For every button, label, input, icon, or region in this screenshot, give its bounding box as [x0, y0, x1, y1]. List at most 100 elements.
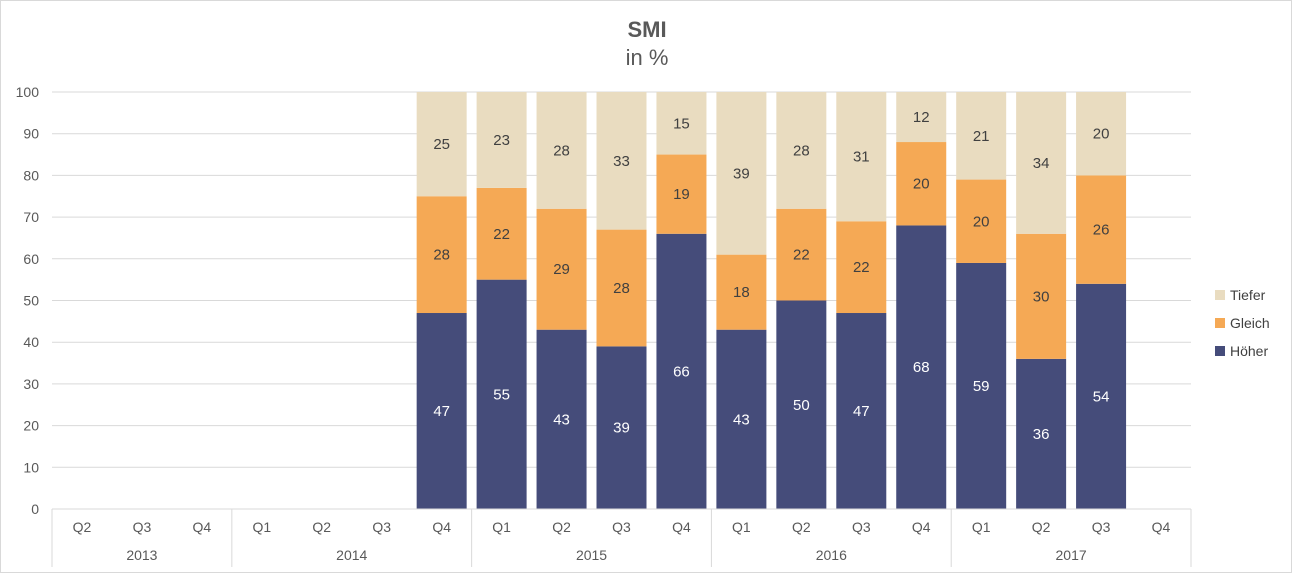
- bar-segment-tiefer: [596, 92, 647, 230]
- data-label: 43: [553, 411, 570, 428]
- data-label: 55: [493, 386, 510, 403]
- data-label: 28: [553, 142, 570, 159]
- y-tick-label: 60: [23, 251, 39, 267]
- bar-segment-gleich: [656, 154, 707, 234]
- bar-segment-hher: [1076, 283, 1127, 509]
- bar-segment-tiefer: [656, 92, 707, 155]
- x-tick-label: Q1: [252, 519, 271, 535]
- bar-segment-gleich: [896, 142, 947, 226]
- data-label: 23: [493, 132, 510, 149]
- bar-segment-hher: [416, 313, 467, 509]
- data-label: 28: [793, 142, 810, 159]
- data-label: 59: [973, 378, 990, 395]
- x-tick-label: Q3: [372, 519, 391, 535]
- x-axis: Q2 Q3 Q4 Q1 Q2 Q3 Q4 Q1 Q2 Q3 Q4 Q1 Q2 Q3 Q4 Q1 Q2 Q3 Q4 20…: [51, 508, 1192, 567]
- bar-segment-gleich: [776, 208, 827, 301]
- x-tick-label: Q2: [312, 519, 331, 535]
- data-label: 66: [673, 363, 690, 380]
- x-tick-label: Q3: [133, 519, 152, 535]
- bar-segment-tiefer: [956, 92, 1007, 180]
- data-label: 22: [793, 247, 810, 264]
- bar-segment-tiefer: [1016, 92, 1067, 234]
- x-tick-label: Q3: [612, 519, 631, 535]
- bar-segment-gleich: [716, 254, 767, 330]
- y-tick-label: 0: [31, 501, 39, 517]
- bar-segment-hher: [896, 225, 947, 509]
- data-label: 25: [433, 136, 450, 153]
- y-tick-label: 20: [23, 418, 39, 434]
- x-tick-label: Q2: [1032, 519, 1051, 535]
- data-label: 22: [853, 259, 870, 276]
- x-group-label: 2013: [126, 547, 157, 563]
- bar-segment-hher: [536, 329, 587, 509]
- x-tick-label: Q1: [732, 519, 751, 535]
- bar-segment-gleich: [476, 187, 527, 280]
- data-label: 36: [1033, 426, 1050, 443]
- data-label: 47: [433, 403, 450, 420]
- bar-segment-tiefer: [476, 92, 527, 188]
- bar-segment-tiefer: [776, 92, 827, 209]
- y-tick-label: 70: [23, 209, 39, 225]
- data-label: 34: [1033, 155, 1050, 172]
- bar-segment-tiefer: [896, 92, 947, 143]
- bar-segment-tiefer: [1076, 92, 1127, 176]
- data-label: 19: [673, 186, 690, 203]
- bar-segment-hher: [836, 313, 887, 509]
- data-label: 33: [613, 153, 630, 170]
- data-label: 28: [613, 280, 630, 297]
- bar-segment-tiefer: [836, 92, 887, 222]
- bars: 47 28 25 55 22 23 43 29 28 39 28 33 66 19 15 43 18 39 50 22…: [416, 92, 1127, 509]
- chart-title: SMI: [627, 17, 666, 42]
- data-label: 39: [733, 165, 750, 182]
- data-label: 29: [553, 261, 570, 278]
- x-tick-label: Q4: [1152, 519, 1171, 535]
- y-tick-label: 100: [16, 84, 40, 100]
- x-tick-label: Q4: [193, 519, 212, 535]
- bar-segment-gleich: [1076, 175, 1127, 284]
- y-tick-label: 40: [23, 334, 39, 350]
- bar-segment-hher: [956, 262, 1007, 509]
- bar-segment-tiefer: [416, 92, 467, 197]
- legend-swatch: [1215, 290, 1225, 300]
- data-label: 30: [1033, 288, 1050, 305]
- x-group-label: 2014: [336, 547, 367, 563]
- y-axis-ticks: 0 10 20 30 40 50 60 70 80 90 100: [16, 84, 40, 517]
- bar-segment-hher: [596, 346, 647, 509]
- legend-swatch: [1215, 318, 1225, 328]
- x-tick-label: Q3: [1092, 519, 1111, 535]
- bar-segment-gleich: [536, 208, 587, 330]
- x-tick-label: Q2: [73, 519, 92, 535]
- bar-segment-hher: [776, 300, 827, 509]
- x-tick-label: Q4: [432, 519, 451, 535]
- x-group-label: 2016: [816, 547, 847, 563]
- bar-segment-gleich: [956, 179, 1007, 263]
- legend: Tiefer Gleich Höher: [1215, 287, 1270, 359]
- bar-segment-gleich: [836, 221, 887, 314]
- legend-label: Gleich: [1230, 315, 1270, 331]
- bar-segment-gleich: [1016, 233, 1067, 359]
- data-label: 15: [673, 115, 690, 132]
- legend-label: Tiefer: [1230, 287, 1266, 303]
- x-tick-label: Q4: [912, 519, 931, 535]
- data-label: 54: [1093, 388, 1110, 405]
- data-label: 20: [1093, 126, 1110, 143]
- data-label: 12: [913, 109, 930, 126]
- legend-label: Höher: [1230, 343, 1268, 359]
- y-tick-label: 10: [23, 459, 39, 475]
- data-label: 28: [433, 247, 450, 264]
- x-tick-label: Q4: [672, 519, 691, 535]
- data-label: 18: [733, 284, 750, 301]
- data-label: 20: [913, 176, 930, 193]
- bar-segment-tiefer: [536, 92, 587, 209]
- legend-swatch: [1215, 346, 1225, 356]
- y-tick-label: 90: [23, 126, 39, 142]
- data-label: 68: [913, 359, 930, 376]
- data-label: 39: [613, 420, 630, 437]
- data-label: 21: [973, 128, 990, 145]
- data-label: 22: [493, 226, 510, 243]
- bar-segment-hher: [716, 329, 767, 509]
- chart-subtitle: in %: [626, 45, 669, 70]
- bar-segment-gleich: [596, 229, 647, 347]
- y-tick-label: 50: [23, 293, 39, 309]
